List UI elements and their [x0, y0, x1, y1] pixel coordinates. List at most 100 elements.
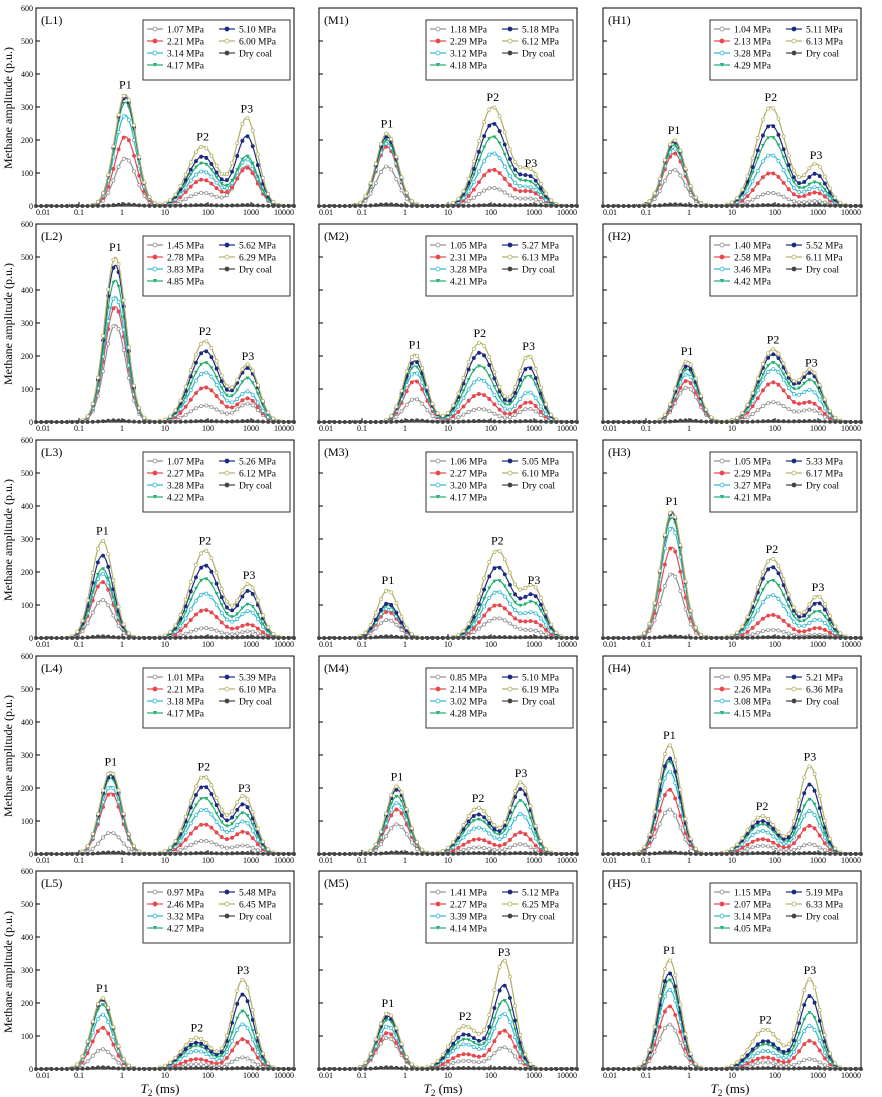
legend-entry: 3.12 MPa: [450, 50, 488, 60]
series-marker-6: [848, 204, 853, 208]
series-marker-6: [843, 852, 848, 856]
series-marker-5: [652, 809, 657, 814]
series-marker-2: [219, 185, 224, 190]
series-marker-2: [240, 391, 245, 396]
series-marker-5: [188, 368, 193, 373]
series-marker-6: [152, 1067, 157, 1071]
series-marker-6: [709, 419, 714, 424]
series-marker-0: [240, 1055, 245, 1060]
series-marker-6: [219, 419, 224, 424]
series-marker-6: [266, 1066, 271, 1071]
series-marker-6: [378, 851, 383, 856]
series-marker-5: [544, 402, 548, 407]
series-marker-5: [533, 585, 538, 590]
series-marker-6: [601, 420, 605, 424]
series-marker-4: [111, 265, 116, 270]
series-marker-1: [240, 1037, 245, 1042]
y-tick-label: 100: [21, 169, 33, 178]
series-marker-3: [199, 1045, 204, 1049]
series-marker-6: [188, 419, 193, 424]
series-marker-6: [833, 419, 838, 424]
series-marker-3: [497, 832, 502, 837]
legend-marker: [719, 686, 725, 692]
series-marker-0: [688, 387, 693, 392]
series-marker-6: [791, 203, 796, 208]
series-marker-6: [425, 204, 430, 208]
legend-marker: [152, 266, 158, 272]
series-marker-5: [554, 630, 559, 635]
series-marker-2: [797, 190, 802, 194]
legend-entry: Dry coal: [806, 50, 839, 60]
series-marker-2: [224, 829, 229, 834]
series-marker-1: [492, 1039, 497, 1044]
series-marker-6: [673, 419, 678, 424]
series-marker-5: [399, 614, 404, 619]
series-marker-4: [209, 1049, 214, 1054]
series-marker-1: [384, 1031, 389, 1036]
legend-marker: [224, 254, 230, 260]
series-marker-3: [812, 610, 817, 614]
series-marker-6: [168, 635, 173, 640]
series-marker-0: [209, 840, 214, 845]
series-marker-3: [786, 169, 791, 173]
series-marker-4: [812, 788, 817, 793]
series-marker-4: [668, 756, 673, 761]
series-marker-6: [569, 420, 574, 424]
series-marker-5: [688, 184, 693, 189]
series-marker-6: [111, 1066, 116, 1070]
series-marker-3: [224, 612, 229, 616]
series-marker-5: [833, 624, 838, 629]
series-marker-1: [771, 613, 776, 617]
series-marker-6: [157, 636, 162, 640]
series-marker-5: [662, 158, 667, 163]
series-marker-1: [745, 842, 750, 847]
series-marker-0: [219, 844, 224, 849]
series-marker-2: [487, 595, 492, 600]
series-marker-1: [807, 627, 812, 632]
series-marker-6: [317, 420, 321, 424]
legend-entry: 2.46 MPa: [167, 901, 205, 911]
series-marker-6: [266, 851, 271, 856]
series-marker-1: [781, 388, 786, 393]
legend-marker: [719, 26, 725, 32]
series-marker-6: [704, 204, 709, 208]
series-marker-0: [533, 409, 538, 414]
series-marker-6: [528, 419, 533, 423]
y-tick-label: 500: [21, 469, 33, 478]
series-marker-2: [199, 1049, 204, 1054]
series-marker-5: [116, 604, 121, 609]
series-marker-6: [409, 203, 414, 208]
series-marker-5: [389, 137, 394, 141]
series-marker-2: [209, 374, 214, 379]
series-marker-5: [683, 579, 688, 584]
series-marker-0: [523, 196, 528, 201]
series-marker-2: [761, 828, 765, 833]
series-marker-4: [812, 601, 817, 606]
series-marker-5: [178, 398, 183, 403]
series-marker-0: [678, 391, 683, 396]
series-marker-5: [549, 412, 554, 417]
series-marker-2: [466, 387, 471, 392]
series-marker-4: [807, 370, 812, 375]
series-marker-1: [755, 837, 760, 842]
series-marker-0: [111, 178, 116, 183]
legend-entry: 0.95 MPa: [734, 674, 772, 684]
series-marker-6: [435, 419, 440, 424]
legend-marker: [152, 482, 158, 488]
series-marker-6: [513, 203, 518, 208]
legend-marker: [435, 266, 441, 272]
series-marker-4: [507, 157, 512, 161]
series-marker-6: [632, 420, 636, 424]
series-marker-1: [497, 407, 502, 412]
series-marker-6: [250, 851, 255, 856]
series-marker-5: [168, 1060, 173, 1065]
series-marker-6: [178, 419, 183, 424]
series-marker-3: [451, 1045, 456, 1050]
series-marker-6: [724, 851, 729, 856]
series-marker-1: [822, 411, 827, 416]
series-marker-1: [523, 619, 528, 624]
series-marker-6: [121, 1066, 126, 1071]
series-marker-3: [781, 372, 786, 377]
series-marker-5: [678, 543, 683, 548]
